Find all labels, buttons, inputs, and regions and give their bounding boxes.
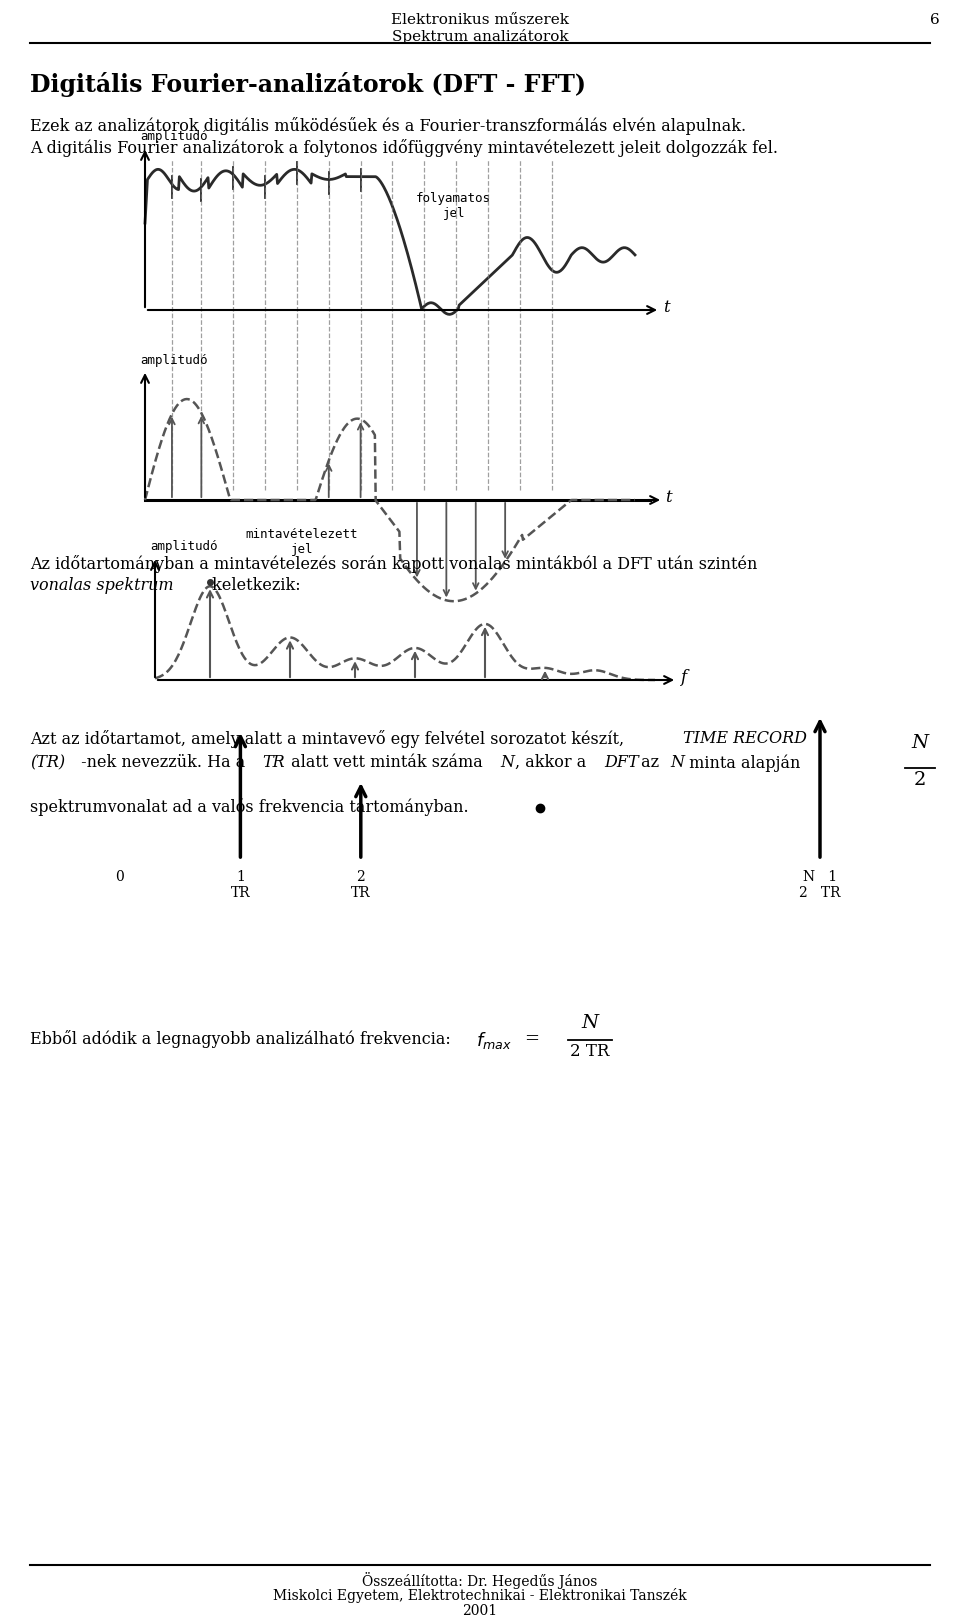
- Text: 2: 2: [914, 771, 926, 789]
- Text: N   1
2   TR: N 1 2 TR: [800, 870, 841, 901]
- Text: 2
TR: 2 TR: [351, 870, 371, 901]
- Text: $f_{max}$: $f_{max}$: [476, 1030, 512, 1051]
- Text: t: t: [665, 489, 672, 507]
- Text: az: az: [636, 753, 664, 771]
- Text: Digitális Fourier-analizátorok (DFT - FFT): Digitális Fourier-analizátorok (DFT - FF…: [30, 71, 586, 97]
- Text: DFT: DFT: [604, 753, 638, 771]
- Text: -nek nevezzük. Ha a: -nek nevezzük. Ha a: [76, 753, 251, 771]
- Text: N: N: [582, 1014, 599, 1032]
- Text: t: t: [663, 300, 670, 316]
- Text: amplitudó: amplitudó: [140, 130, 207, 143]
- Text: f: f: [680, 669, 686, 687]
- Text: Ezek az analizátorok digitális működésűek és a Fourier-transzformálás elvén alap: Ezek az analizátorok digitális működésűe…: [30, 117, 746, 134]
- Text: mintavételezett
jel: mintavételezett jel: [246, 528, 358, 556]
- Text: spektrumvonalat ad a valós frekvencia tartományban.: spektrumvonalat ad a valós frekvencia ta…: [30, 799, 468, 815]
- Text: (TR): (TR): [30, 753, 65, 771]
- Text: N: N: [500, 753, 514, 771]
- Text: TR: TR: [262, 753, 284, 771]
- Text: amplitudó: amplitudó: [150, 539, 218, 552]
- Text: 2001: 2001: [463, 1604, 497, 1618]
- Text: folyamatos
jel: folyamatos jel: [417, 191, 492, 220]
- Text: keletkezik:: keletkezik:: [207, 577, 300, 595]
- Text: amplitudó: amplitudó: [140, 355, 207, 368]
- Text: 2 TR: 2 TR: [570, 1043, 610, 1059]
- Text: alatt vett minták száma: alatt vett minták száma: [286, 753, 488, 771]
- Text: =: =: [524, 1030, 539, 1048]
- Text: Azt az időtartamot, amely alatt a mintavevő egy felvétel sorozatot készít,: Azt az időtartamot, amely alatt a mintav…: [30, 731, 629, 748]
- Text: Miskolci Egyetem, Elektrotechnikai - Elektronikai Tanszék: Miskolci Egyetem, Elektrotechnikai - Ele…: [274, 1588, 686, 1604]
- Text: , akkor a: , akkor a: [515, 753, 591, 771]
- Text: Elektronikus műszerek: Elektronikus műszerek: [391, 13, 569, 28]
- Text: N: N: [911, 734, 928, 752]
- Text: Az időtartományban a mintavételezés során kapott vonalas mintákból a DFT után sz: Az időtartományban a mintavételezés sorá…: [30, 556, 757, 573]
- Text: A digitális Fourier analizátorok a folytonos időfüggvény mintavételezett jeleit : A digitális Fourier analizátorok a folyt…: [30, 139, 778, 157]
- Text: N: N: [670, 753, 684, 771]
- Text: 6: 6: [930, 13, 940, 28]
- Text: minta alapján: minta alapján: [684, 753, 801, 771]
- Text: Ebből adódik a legnagyobb analizálható frekvencia:: Ebből adódik a legnagyobb analizálható f…: [30, 1030, 467, 1048]
- Text: vonalas spektrum: vonalas spektrum: [30, 577, 174, 595]
- Text: Összeállította: Dr. Hegedűs János: Összeállította: Dr. Hegedűs János: [362, 1571, 598, 1589]
- Text: 1
TR: 1 TR: [230, 870, 251, 901]
- Text: TIME RECORD: TIME RECORD: [683, 731, 807, 747]
- Text: Spektrum analizátorok: Spektrum analizátorok: [392, 29, 568, 44]
- Text: 0: 0: [115, 870, 125, 885]
